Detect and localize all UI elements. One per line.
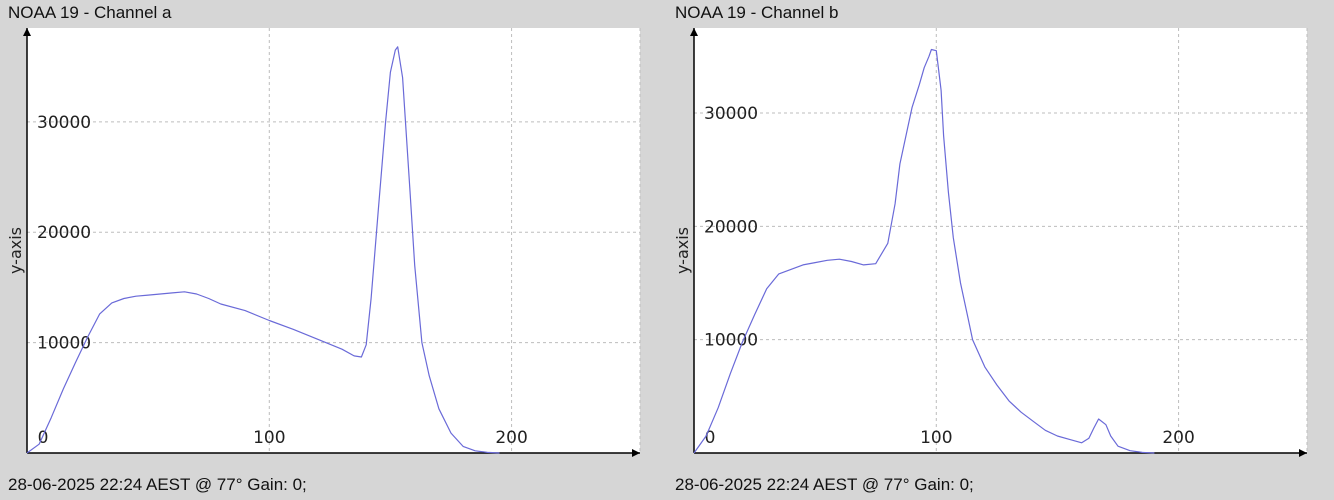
- y-tick-label: 10000: [704, 331, 758, 351]
- series-line: [26, 46, 500, 454]
- chart-panel-a: 0 100 200 10000 20000 30000 y-axis NOAA 19 - C…: [6, 3, 641, 494]
- x-axis-arrow: [1299, 449, 1307, 457]
- y-axis-arrow: [23, 28, 31, 36]
- y-tick-label: 30000: [704, 104, 758, 124]
- x-tick-label: 200: [495, 428, 527, 448]
- y-axis-arrow: [690, 28, 698, 36]
- chart-title: NOAA 19 - Channel a: [8, 3, 172, 22]
- chart-a: 0 100 200 10000 20000 30000 y-axis: [6, 28, 641, 457]
- plot-area: [27, 28, 640, 453]
- y-axis-label: y-axis: [6, 227, 25, 274]
- chart-panel-b: 0 100 200 10000 20000 30000 y-axis NOAA 19 - C…: [667, 0, 1334, 500]
- y-tick-label: 20000: [37, 223, 91, 243]
- x-tick-label: 100: [253, 428, 285, 448]
- chart-b: 0 100 200 10000 20000 30000 y-axis: [673, 28, 1308, 457]
- y-tick-label: 30000: [37, 113, 91, 133]
- plot-area: [694, 28, 1307, 453]
- x-tick-label: 0: [38, 428, 49, 448]
- y-tick-label: 10000: [37, 334, 91, 354]
- series-line: [693, 48, 1155, 454]
- y-axis-label: y-axis: [673, 227, 692, 274]
- x-tick-label: 100: [920, 428, 952, 448]
- chart-title: NOAA 19 - Channel b: [675, 3, 839, 22]
- chart-footer: 28-06-2025 22:24 AEST @ 77° Gain: 0;: [675, 475, 974, 494]
- x-tick-label: 0: [705, 428, 716, 448]
- chart-footer: 28-06-2025 22:24 AEST @ 77° Gain: 0;: [8, 475, 307, 494]
- x-axis-arrow: [632, 449, 640, 457]
- x-tick-label: 200: [1162, 428, 1194, 448]
- y-tick-label: 20000: [704, 217, 758, 237]
